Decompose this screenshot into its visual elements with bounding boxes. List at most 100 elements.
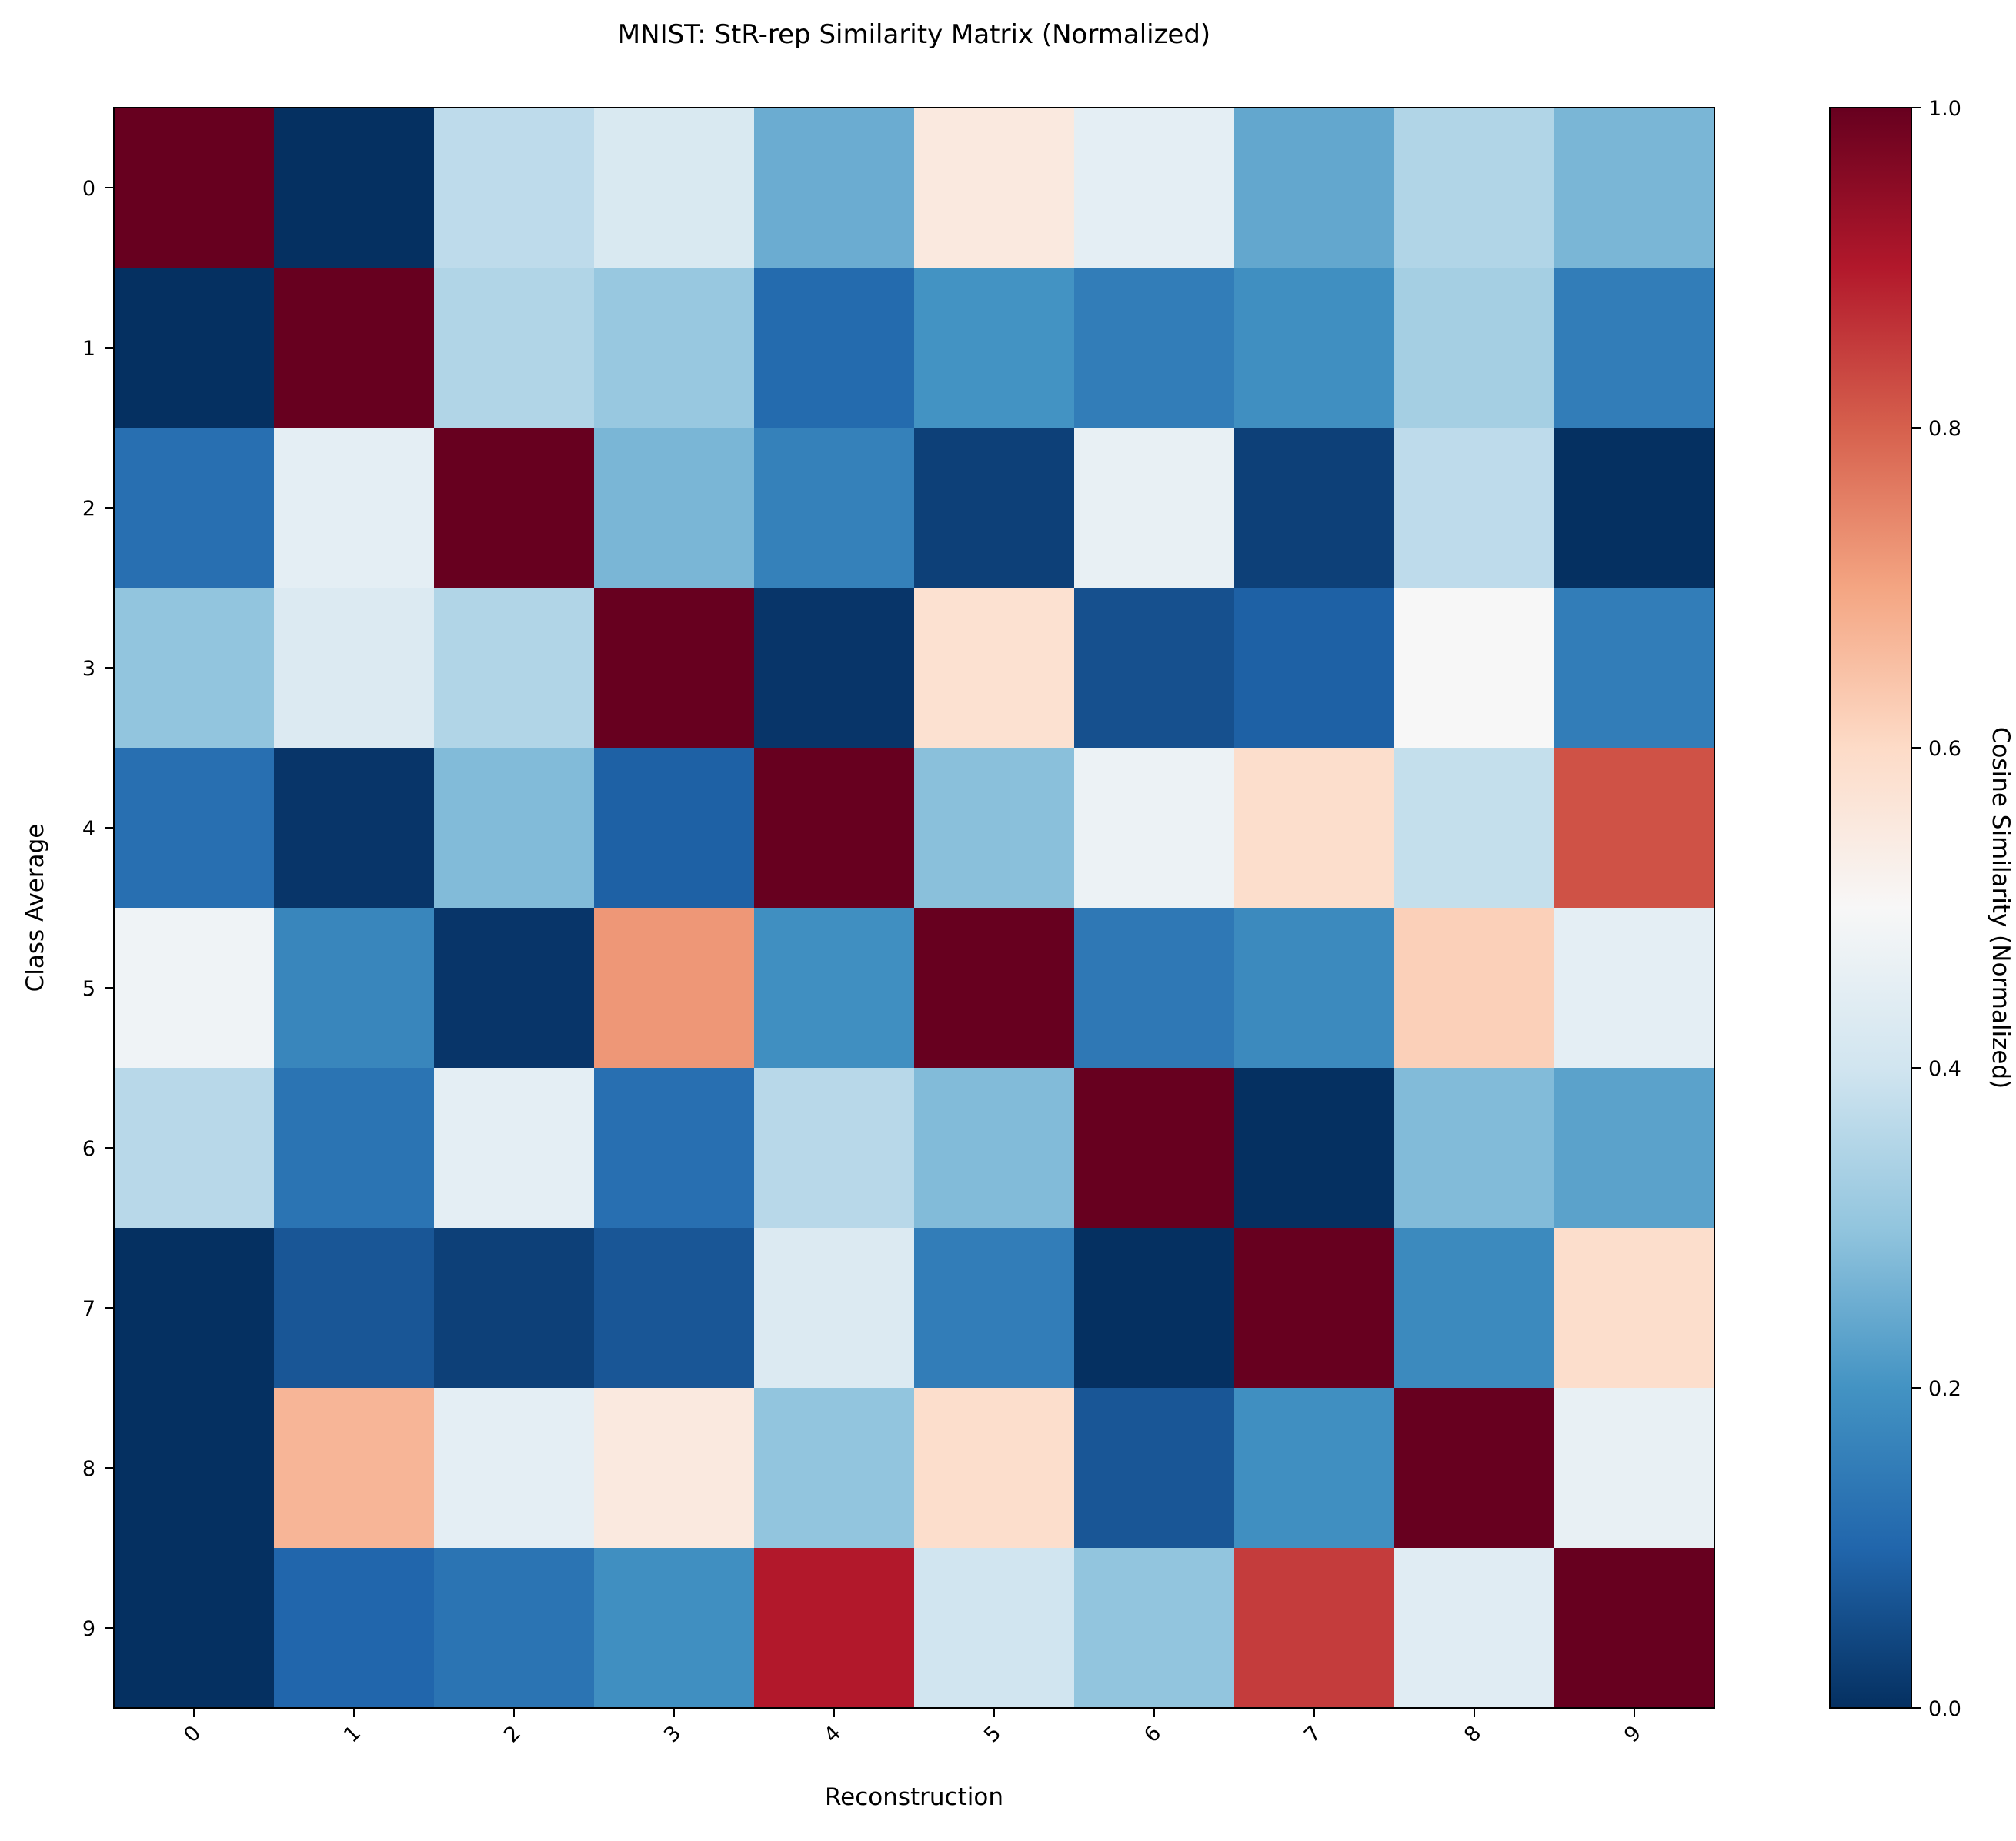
heatmap-cell: [1234, 908, 1395, 1069]
heatmap-cell: [1554, 428, 1715, 589]
colorbar-tick-label: 0.8: [1928, 417, 1961, 441]
heatmap-cell: [914, 748, 1075, 909]
heatmap-cell: [1074, 908, 1235, 1069]
heatmap-cell: [1074, 268, 1235, 429]
heatmap-cell: [434, 268, 595, 429]
heatmap-cell: [434, 108, 595, 268]
colorbar-tick-label: 0.2: [1928, 1377, 1961, 1401]
x-tick-label: 8: [1460, 1721, 1486, 1747]
heatmap-cell: [114, 108, 275, 268]
heatmap-cell: [1554, 1388, 1715, 1549]
colorbar-label: Cosine Similarity (Normalized): [1987, 727, 2014, 1089]
heatmap-cell: [274, 1388, 435, 1549]
heatmap-cell: [914, 588, 1075, 749]
heatmap-cell: [914, 1388, 1075, 1549]
heatmap-cell: [594, 1228, 755, 1389]
heatmap-cell: [594, 588, 755, 749]
heatmap-cells: [114, 108, 1715, 1709]
heatmap-cell: [1074, 1068, 1235, 1229]
heatmap-cell: [914, 108, 1075, 268]
heatmap-cell: [434, 1228, 595, 1389]
heatmap-cell: [114, 908, 275, 1069]
heatmap-cell: [754, 588, 915, 749]
heatmap-cell: [1074, 428, 1235, 589]
heatmap-cell: [1394, 108, 1555, 268]
heatmap-cell: [274, 748, 435, 909]
heatmap-cell: [594, 428, 755, 589]
x-axis-label: Reconstruction: [825, 1783, 1003, 1811]
heatmap-cell: [594, 1068, 755, 1229]
heatmap-cell: [274, 428, 435, 589]
heatmap-cell: [1234, 1548, 1395, 1709]
heatmap-cell: [1074, 748, 1235, 909]
heatmap-cell: [114, 428, 275, 589]
heatmap-cell: [594, 108, 755, 268]
heatmap-cell: [274, 268, 435, 429]
y-tick-label: 7: [82, 1297, 95, 1321]
colorbar: 0.0 0.2 0.4 0.6 0.8 1.0 Cosine Similarity (No…: [1829, 97, 2014, 1721]
y-tick-label: 0: [82, 177, 95, 201]
x-tick-label: 6: [1140, 1721, 1166, 1747]
heatmap-cell: [274, 1228, 435, 1389]
heatmap-cell: [114, 748, 275, 909]
heatmap-cell: [1554, 1228, 1715, 1389]
heatmap-cell: [594, 1388, 755, 1549]
heatmap-cell: [754, 268, 915, 429]
plot-frame: [113, 107, 1715, 1709]
heatmap-cell: [1554, 908, 1715, 1069]
heatmap-cell: [1554, 1068, 1715, 1229]
heatmap-cell: [1234, 748, 1395, 909]
colorbar-gradient: [1829, 107, 1912, 1709]
heatmap-cell: [114, 1548, 275, 1709]
heatmap-cell: [274, 588, 435, 749]
x-axis-ticks: 0 1 2 3 4 5 6 7 8 9: [179, 1708, 1646, 1747]
heatmap-cell: [914, 1548, 1075, 1709]
x-tick-label: 1: [339, 1721, 365, 1747]
heatmap-cell: [1394, 588, 1555, 749]
heatmap-cell: [754, 1548, 915, 1709]
heatmap-cell: [1394, 1388, 1555, 1549]
heatmap-cell: [1074, 588, 1235, 749]
heatmap-cell: [1074, 108, 1235, 268]
heatmap-cell: [1394, 1228, 1555, 1389]
y-tick-label: 5: [82, 977, 95, 1001]
heatmap-cell: [1234, 428, 1395, 589]
x-tick-label: 0: [179, 1721, 205, 1747]
heatmap-cell: [274, 908, 435, 1069]
heatmap-cell: [434, 1548, 595, 1709]
heatmap-cell: [914, 268, 1075, 429]
heatmap-cell: [754, 1388, 915, 1549]
heatmap-cell: [274, 1068, 435, 1229]
heatmap-cell: [1554, 268, 1715, 429]
heatmap-cell: [274, 1548, 435, 1709]
y-tick-label: 8: [82, 1457, 95, 1481]
heatmap-cell: [1234, 108, 1395, 268]
heatmap-cell: [594, 268, 755, 429]
colorbar-tick-label: 0.4: [1928, 1057, 1961, 1081]
heatmap-cell: [1234, 588, 1395, 749]
y-tick-label: 2: [82, 497, 95, 521]
heatmap-cell: [114, 1068, 275, 1229]
heatmap-cell: [914, 428, 1075, 589]
heatmap-cell: [114, 268, 275, 429]
heatmap-cell: [754, 1228, 915, 1389]
heatmap-cell: [1074, 1388, 1235, 1549]
x-tick-label: 5: [980, 1721, 1006, 1747]
heatmap-cell: [434, 748, 595, 909]
heatmap-cell: [434, 908, 595, 1069]
x-tick-label: 9: [1620, 1721, 1646, 1747]
heatmap-cell: [114, 1388, 275, 1549]
heatmap-cell: [1234, 1388, 1395, 1549]
heatmap-cell: [1554, 588, 1715, 749]
x-tick-label: 2: [499, 1721, 526, 1747]
colorbar-tick-label: 1.0: [1928, 97, 1961, 121]
heatmap-cell: [754, 108, 915, 268]
colorbar-ticks: 0.0 0.2 0.4 0.6 0.8 1.0: [1911, 97, 1961, 1721]
heatmap-cell: [434, 588, 595, 749]
heatmap-cell: [754, 428, 915, 589]
heatmap-cell: [114, 588, 275, 749]
heatmap-cell: [594, 1548, 755, 1709]
heatmap-cell: [434, 1068, 595, 1229]
colorbar-tick-label: 0.0: [1928, 1697, 1961, 1721]
